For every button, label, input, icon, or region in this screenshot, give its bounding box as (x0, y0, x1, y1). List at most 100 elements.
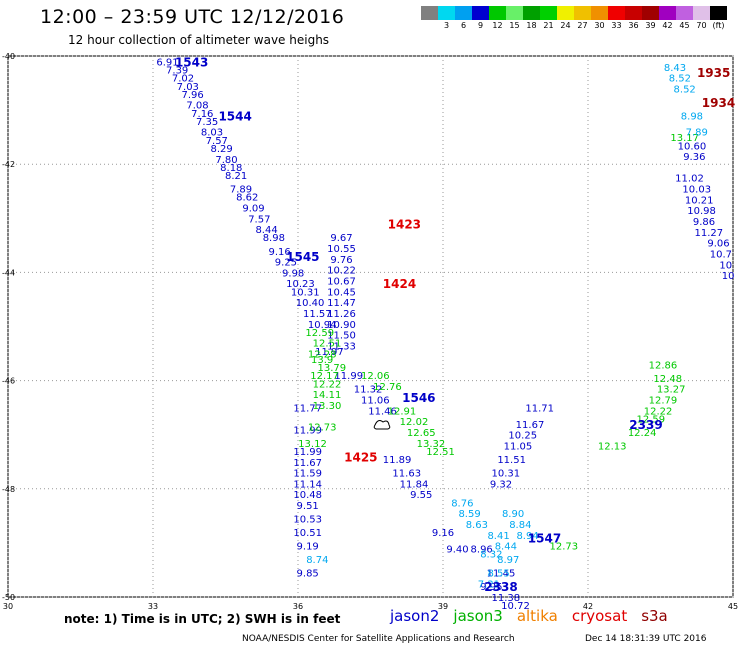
data-point-label: 11.84 (400, 479, 429, 490)
colorbar-label: 42 (662, 21, 673, 30)
data-point-label: 13.17 (670, 133, 699, 144)
data-point-label: 11.50 (327, 331, 356, 342)
data-point-label: 7.96 (182, 90, 204, 101)
colorbar-label: 36 (628, 21, 639, 30)
data-point-label: 11.02 (675, 174, 704, 185)
land-outline (373, 420, 391, 430)
colorbar-label: 3 (443, 21, 450, 30)
data-point-label: 6.91 (156, 57, 178, 68)
data-point-label: 13.32 (417, 439, 446, 450)
data-point-label: 11.46 (368, 406, 397, 417)
data-point-label: 11.57 (303, 309, 332, 320)
data-point-label: 13.79 (318, 363, 347, 374)
data-point-label: 9.55 (410, 490, 432, 501)
data-point-label: 12.91 (388, 406, 417, 417)
data-point-label: 9.76 (330, 255, 352, 266)
data-point-label: 7.80 (215, 155, 237, 166)
x-tick-label: 36 (293, 602, 303, 611)
data-point-label: 10 (719, 260, 732, 271)
data-point-label: 12.86 (649, 360, 678, 371)
data-point-label: 10.72 (501, 601, 530, 612)
colorbar-label: 27 (577, 21, 588, 30)
data-point-label: 8.74 (306, 555, 328, 566)
data-point-label: 8.32 (480, 550, 502, 561)
data-point-label: 11.63 (392, 469, 421, 480)
data-point-label: 9.16 (269, 247, 291, 258)
y-tick-label: -48 (2, 485, 15, 494)
data-point-label: 7.57 (248, 214, 270, 225)
data-point-label: 11.97 (315, 347, 344, 358)
data-point-label: 9.19 (297, 542, 319, 553)
satellite-legend: jason2 jason3 altika cryosat s3a (390, 607, 668, 625)
pass-time-label: 1934 (702, 96, 735, 110)
data-point-label: 9.36 (683, 152, 705, 163)
data-point-label: 12.76 (373, 382, 402, 393)
data-point-label: 8.96 (471, 544, 493, 555)
y-tick-label: -46 (2, 377, 15, 386)
pass-time-label: 1935 (697, 66, 730, 80)
data-point-label: 11.67 (516, 420, 545, 431)
colorbar-swatch (506, 6, 523, 20)
legend-item: jason3 (453, 607, 503, 625)
data-point-label: 9.85 (297, 569, 319, 580)
data-point-label: 7.35 (196, 117, 218, 128)
data-point-label: 12.73 (550, 542, 579, 553)
data-point-label: 10.51 (293, 528, 322, 539)
data-point-label: 7.02 (172, 74, 194, 85)
colorbar-label: (ft) (712, 21, 725, 30)
data-point-label: 12.02 (400, 417, 429, 428)
data-point-label: 9.86 (693, 217, 715, 228)
legend-item: jason2 (390, 607, 440, 625)
data-point-label: 8.52 (674, 84, 696, 95)
y-tick-label: -44 (2, 268, 15, 277)
data-point-label: 9.32 (490, 479, 512, 490)
data-point-label: 12.06 (361, 371, 390, 382)
data-point-label: 12.22 (313, 379, 342, 390)
data-point-label: 10.45 (327, 287, 356, 298)
data-point-label: 10.67 (327, 277, 356, 288)
data-point-label: 9.67 (330, 233, 352, 244)
plot-frame (7, 55, 734, 598)
colorbar-swatch (472, 6, 489, 20)
colorbar-swatch (625, 6, 642, 20)
data-point-label: 7.16 (191, 109, 213, 120)
data-point-label: 11.06 (361, 396, 390, 407)
data-point-label: 10.31 (291, 287, 320, 298)
data-point-label: 8.44 (255, 225, 277, 236)
data-point-label: 9.51 (297, 501, 319, 512)
legend-item: s3a (641, 607, 668, 625)
colorbar-label: 21 (543, 21, 554, 30)
data-point-label: 14.11 (313, 390, 342, 401)
colorbar-swatch (659, 6, 676, 20)
pass-time-label: 1425 (344, 450, 377, 464)
data-point-label: 13.30 (313, 401, 342, 412)
data-point-label: 12.59 (637, 414, 666, 425)
note-text: note: 1) Time is in UTC; 2) SWH is in fe… (64, 612, 341, 626)
data-point-label: 10.53 (293, 515, 322, 526)
page-subtitle: 12 hour collection of altimeter wave hei… (68, 33, 330, 47)
colorbar-label: 12 (492, 21, 503, 30)
data-point-label: 8.21 (225, 171, 247, 182)
data-point-label: 12.79 (649, 396, 678, 407)
colorbar-label: 70 (696, 21, 707, 30)
colorbar-label: 30 (594, 21, 605, 30)
data-point-label: 10.94 (308, 320, 337, 331)
data-point-label: 8.97 (497, 555, 519, 566)
data-point-label: 7.08 (186, 101, 208, 112)
colorbar-label: 33 (611, 21, 622, 30)
colorbar-swatch (421, 6, 438, 20)
data-point-label: 10.48 (293, 490, 322, 501)
data-point-label: 11.51 (497, 455, 526, 466)
data-point-label: 8.44 (495, 542, 517, 553)
pass-time-label: 2338 (484, 580, 517, 594)
legend-item: altika (516, 607, 558, 625)
colorbar-label: 39 (645, 21, 656, 30)
data-point-label: 9.09 (242, 203, 264, 214)
data-point-label: 7.03 (177, 82, 199, 93)
colorbar-swatch (710, 6, 727, 20)
colorbar-label: 24 (560, 21, 571, 30)
data-point-label: 13.9 (311, 355, 333, 366)
data-point-label: 9.06 (707, 239, 729, 250)
x-tick-label: 30 (3, 602, 13, 611)
pass-time-label: 1543 (175, 55, 208, 69)
